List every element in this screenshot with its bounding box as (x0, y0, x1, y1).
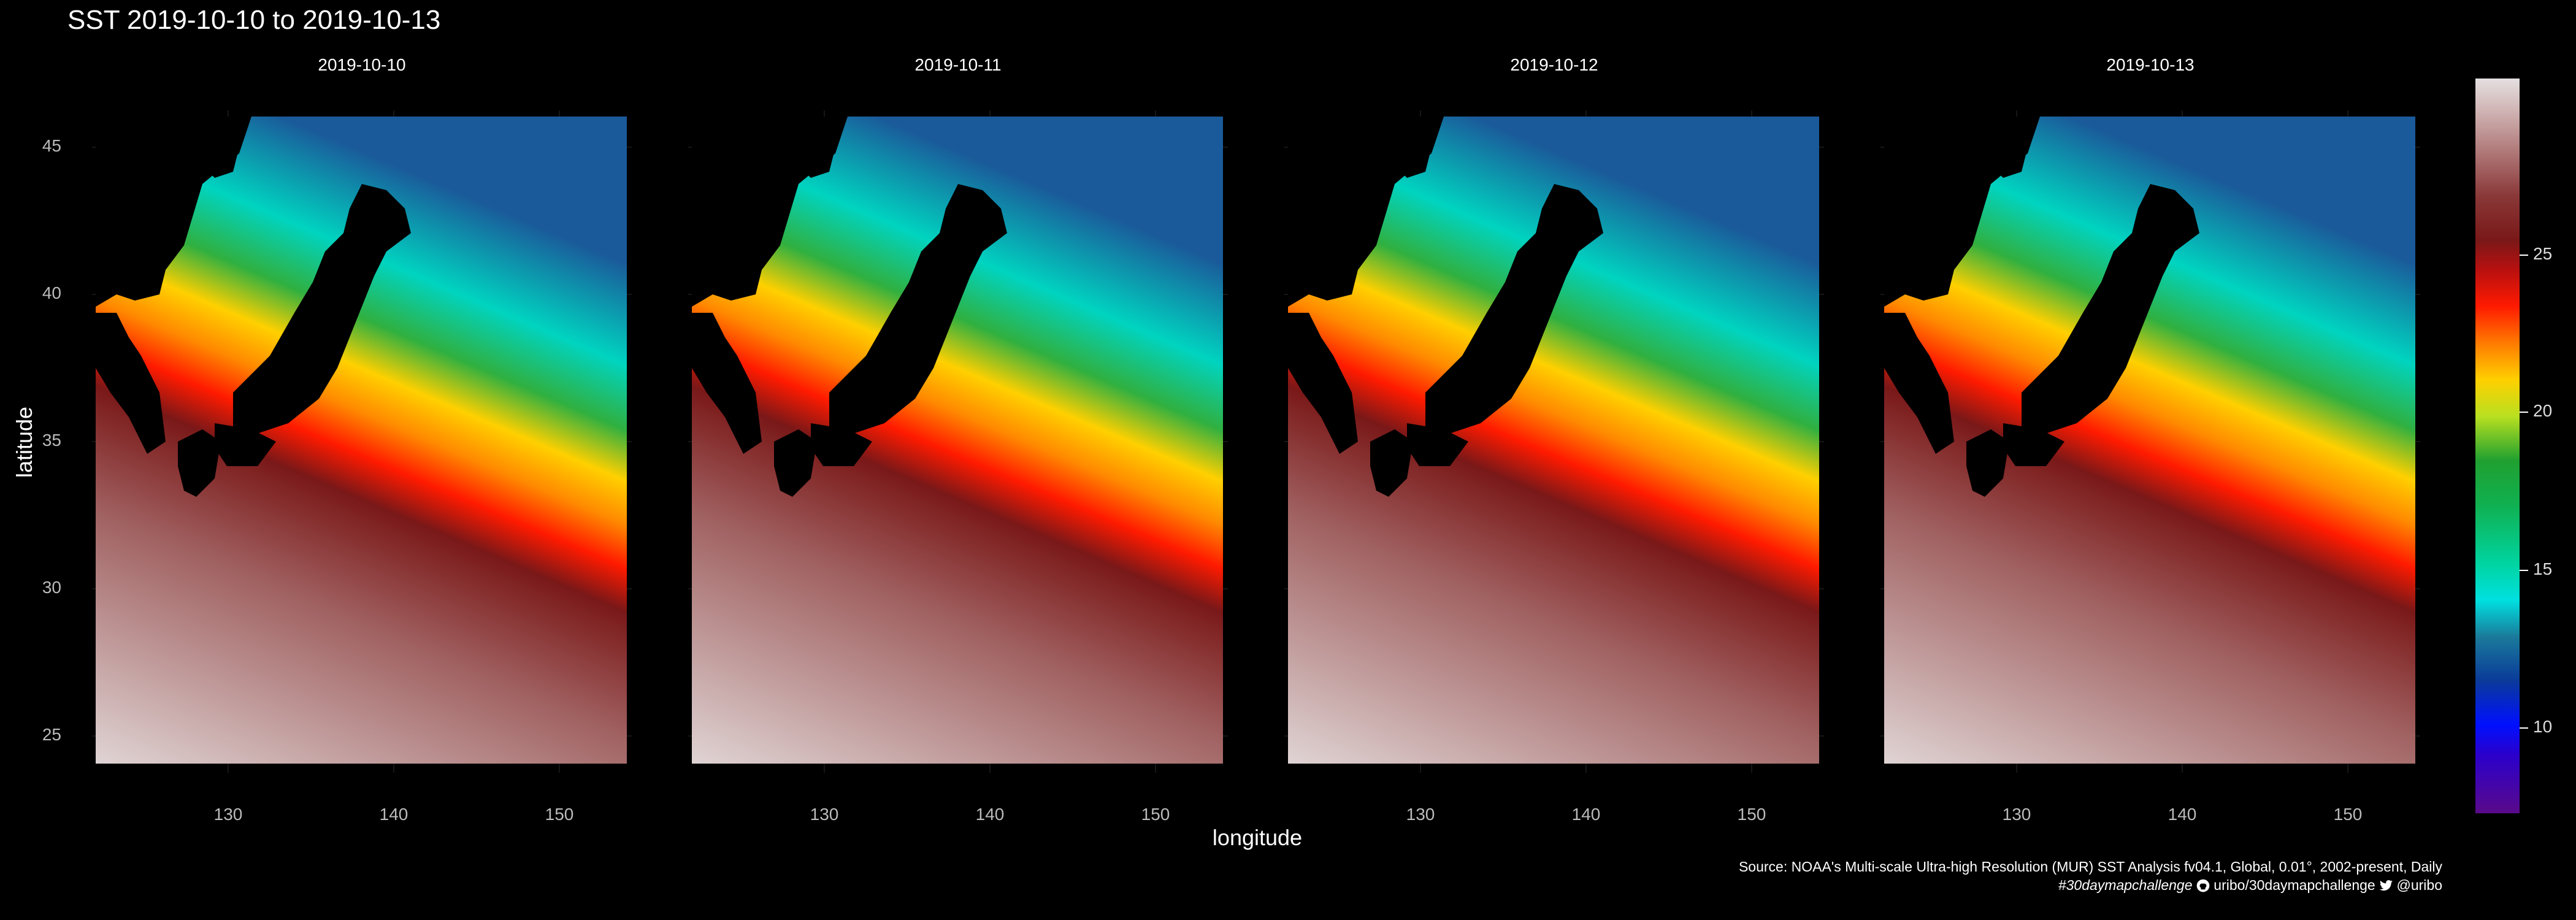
legend-tick-mark (2520, 570, 2528, 571)
hashtag: #30daymapchallenge (2058, 877, 2193, 893)
legend-tick-mark (2520, 727, 2528, 729)
x-tick-150: 150 (1737, 805, 1766, 824)
map-title: SST 2019-10-10 to 2019-10-13 (67, 5, 441, 35)
panel-2019-10-12: 2019-10-12 130 (1284, 49, 1824, 824)
panel-date: 2019-10-10 (318, 55, 406, 74)
twitter-handle[interactable]: @uribo (2396, 877, 2443, 893)
source-caption: Source: NOAA's Multi-scale Ultra-high Re… (1738, 859, 2442, 875)
x-tick-130: 130 (810, 805, 839, 824)
panel-date: 2019-10-13 (2106, 55, 2195, 74)
github-handle[interactable]: uribo/30daymapchallenge (2214, 877, 2375, 893)
x-tick-140: 140 (2168, 805, 2197, 824)
sst-map (92, 110, 632, 773)
y-tick-45: 45 (42, 136, 61, 155)
x-tick-140: 140 (1571, 805, 1601, 824)
y-tick-40: 40 (42, 283, 61, 302)
attribution-line: #30daymapchallenge uribo/30daymapchallen… (2058, 877, 2442, 894)
x-tick-130: 130 (1406, 805, 1435, 824)
x-tick-130: 130 (213, 805, 243, 824)
x-tick-150: 150 (545, 805, 574, 824)
x-axis-title: longitude (1212, 825, 1303, 850)
panel-2019-10-10: 2019-10-10 130 (92, 49, 632, 824)
x-tick-150: 150 (2333, 805, 2363, 824)
y-tick-35: 35 (42, 431, 61, 450)
github-icon (2196, 877, 2214, 893)
legend-tick-mark (2520, 255, 2528, 256)
x-tick-150: 150 (1141, 805, 1170, 824)
legend-label-15: 15 (2533, 559, 2553, 578)
color-legend-bar (2475, 79, 2520, 813)
y-tick-25: 25 (42, 725, 61, 744)
x-tick-130: 130 (2002, 805, 2031, 824)
sst-map (1880, 110, 2420, 773)
legend-tick-mark (2520, 412, 2528, 413)
x-tick-140: 140 (379, 805, 408, 824)
legend-label-25: 25 (2533, 244, 2553, 263)
panel-2019-10-13: 2019-10-13 130 (1880, 49, 2420, 824)
twitter-icon (2379, 877, 2396, 893)
sst-map (688, 110, 1228, 773)
panel-date: 2019-10-11 (914, 55, 1002, 74)
legend-label-10: 10 (2533, 717, 2553, 736)
legend-label-20: 20 (2533, 401, 2553, 420)
x-tick-140: 140 (975, 805, 1005, 824)
sst-map (1284, 110, 1824, 773)
panel-2019-10-11: 2019-10-11 130 (688, 49, 1228, 824)
panel-date: 2019-10-12 (1510, 55, 1598, 74)
y-tick-30: 30 (42, 578, 61, 597)
